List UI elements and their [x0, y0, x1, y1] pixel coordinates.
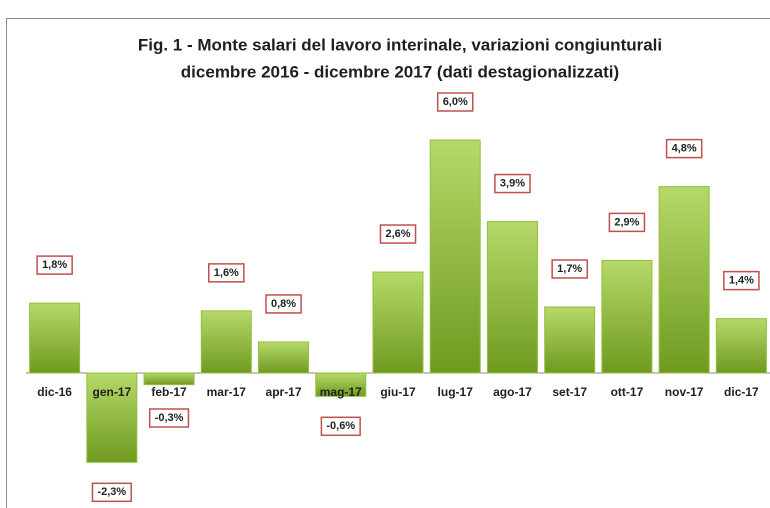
x-tick-label: ott-17 — [611, 385, 644, 399]
bar — [372, 271, 424, 374]
value-label: 6,0% — [443, 96, 468, 108]
value-label: 0,8% — [271, 298, 296, 310]
x-tick-label: gen-17 — [93, 385, 132, 399]
value-label: 1,6% — [214, 267, 239, 279]
bar — [544, 306, 596, 374]
x-tick-label: dic-16 — [37, 385, 72, 399]
value-label: 3,9% — [500, 177, 525, 189]
value-label-box — [723, 270, 760, 291]
value-label: 1,7% — [557, 263, 582, 275]
value-label-box — [208, 263, 245, 283]
bar — [86, 372, 138, 463]
bar — [601, 259, 653, 374]
value-label: -0,6% — [326, 420, 355, 432]
value-label: 1,4% — [729, 275, 754, 287]
bar — [486, 221, 538, 374]
value-label-box — [551, 259, 588, 279]
value-label: -0,3% — [155, 412, 184, 424]
bar — [143, 372, 195, 386]
x-tick-label: apr-17 — [266, 385, 302, 399]
bar — [715, 318, 767, 374]
x-tick-label: feb-17 — [151, 385, 187, 399]
value-label-box — [494, 173, 531, 194]
value-label-box — [148, 408, 190, 428]
bar — [258, 341, 310, 374]
value-label: 2,9% — [614, 216, 639, 228]
x-tick-label: dic-17 — [724, 385, 759, 399]
value-label-box — [436, 92, 474, 112]
value-label-box — [320, 416, 361, 437]
x-tick-label: set-17 — [552, 385, 587, 399]
bar — [658, 186, 710, 374]
x-tick-label: lug-17 — [438, 385, 474, 399]
x-tick-label: mag-17 — [320, 385, 362, 399]
x-tick-label: nov-17 — [665, 385, 704, 399]
value-label-box — [265, 294, 302, 314]
value-label: 2,6% — [385, 228, 410, 240]
x-tick-label: giu-17 — [380, 385, 416, 399]
value-label-box — [379, 224, 417, 244]
bar — [200, 310, 252, 374]
value-label-box — [665, 138, 703, 159]
bar — [429, 139, 481, 374]
value-label-box — [608, 212, 646, 233]
value-label: 1,8% — [42, 259, 67, 271]
value-label: 4,8% — [672, 143, 697, 155]
bar — [315, 372, 367, 397]
x-tick-label: ago-17 — [493, 385, 532, 399]
x-tick-label: mar-17 — [207, 385, 247, 399]
value-label: -2,3% — [97, 486, 126, 498]
value-label-box — [36, 255, 73, 275]
bar — [29, 302, 81, 374]
chart-title: dicembre 2016 - dicembre 2017 (dati dest… — [181, 62, 619, 81]
chart-title: Fig. 1 - Monte salari del lavoro interin… — [138, 35, 662, 54]
value-label-box — [91, 482, 132, 503]
